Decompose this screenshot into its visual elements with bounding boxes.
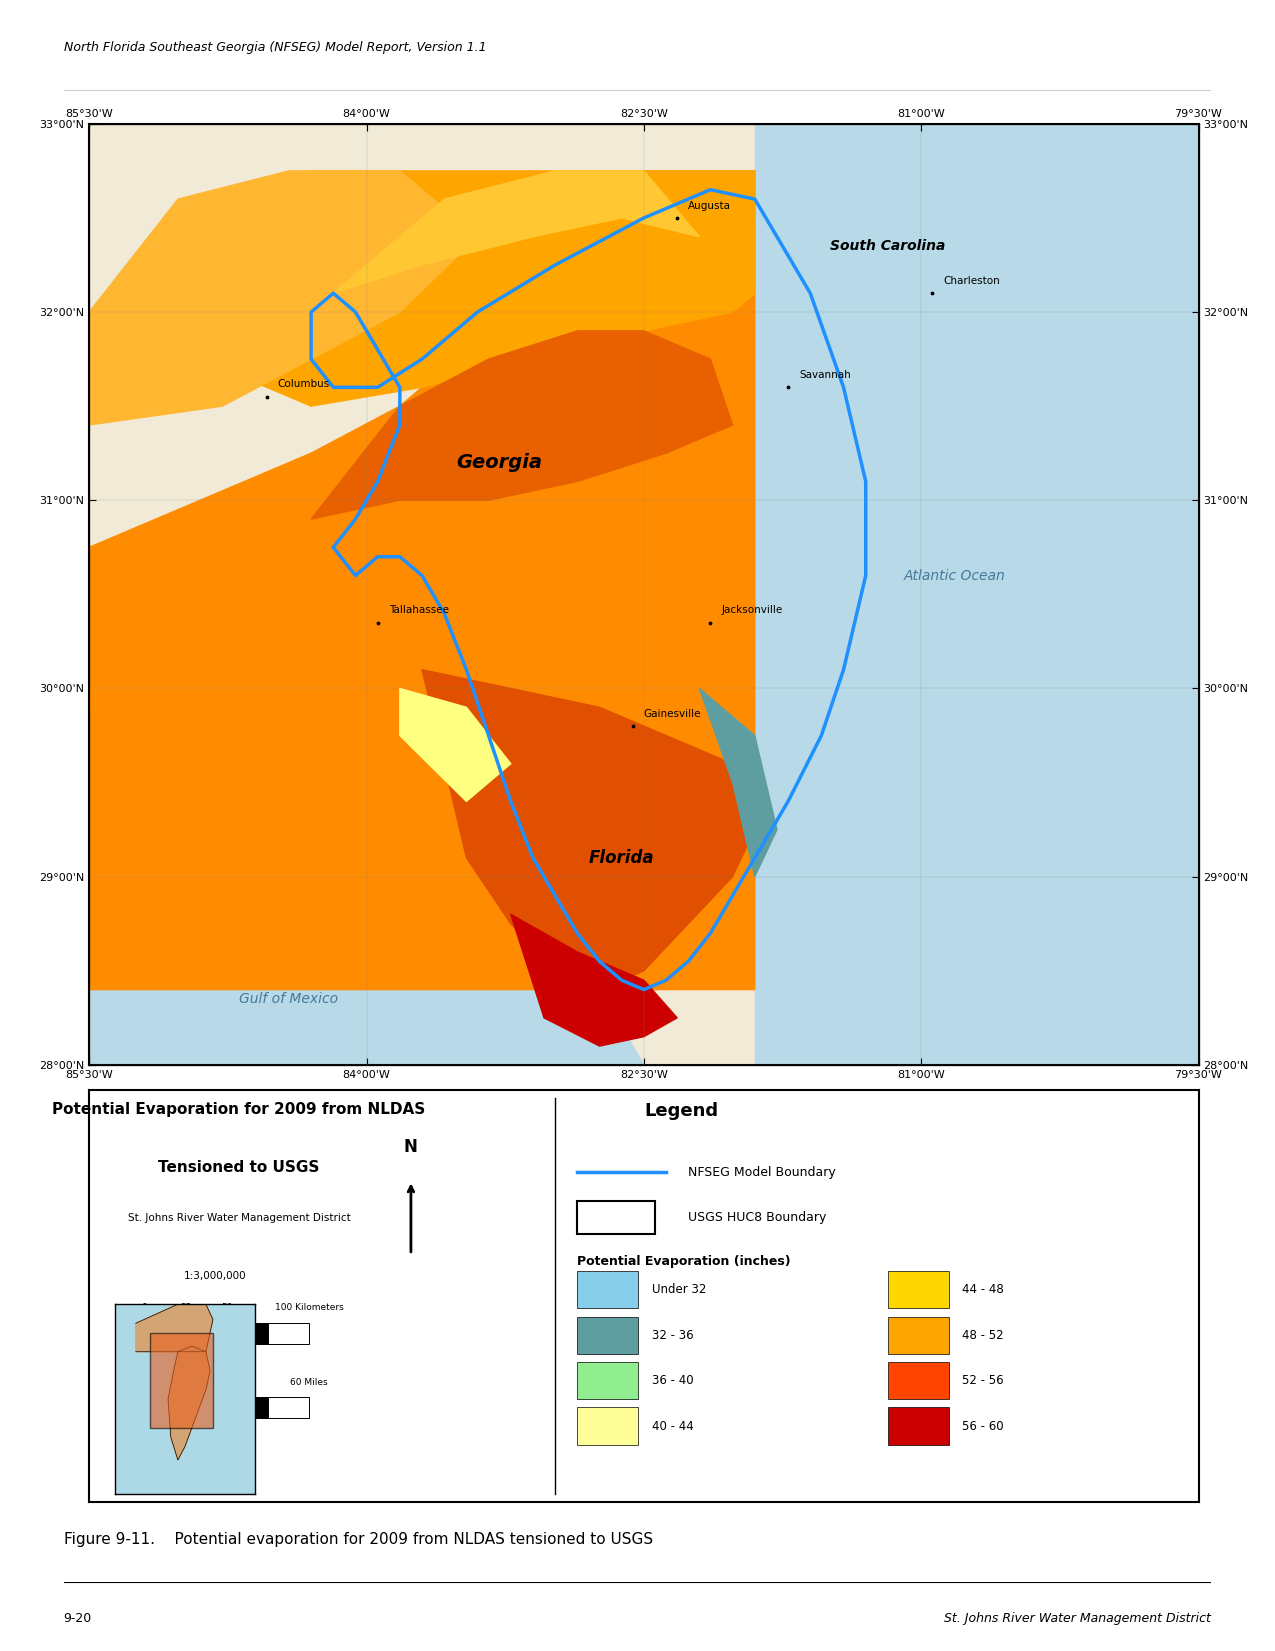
Bar	[578, 1202, 655, 1235]
Text: 100 Kilometers: 100 Kilometers	[274, 1304, 343, 1313]
Text: 9-20: 9-20	[64, 1611, 92, 1625]
Text: St. Johns River Water Management District: St. Johns River Water Management Distric…	[128, 1213, 351, 1223]
Bar	[268, 1322, 309, 1344]
Text: South Carolina: South Carolina	[830, 239, 946, 253]
Text: Florida: Florida	[589, 849, 654, 867]
Text: 25: 25	[180, 1304, 191, 1313]
Text: Gainesville: Gainesville	[644, 708, 701, 718]
Polygon shape	[333, 172, 700, 294]
Bar	[578, 1271, 639, 1309]
Polygon shape	[89, 925, 644, 1065]
Bar	[145, 1397, 186, 1418]
Bar	[145, 1322, 186, 1344]
Text: 0: 0	[142, 1304, 148, 1313]
Bar	[887, 1407, 949, 1445]
Polygon shape	[422, 670, 755, 989]
Text: Georgia: Georgia	[456, 452, 543, 472]
Bar	[227, 1397, 268, 1418]
Bar	[227, 1322, 268, 1344]
Text: 52 - 56: 52 - 56	[963, 1374, 1003, 1387]
Polygon shape	[400, 688, 511, 801]
Polygon shape	[89, 172, 755, 989]
Text: North Florida Southeast Georgia (NFSEG) Model Report, Version 1.1: North Florida Southeast Georgia (NFSEG) …	[64, 41, 486, 54]
Polygon shape	[89, 172, 477, 424]
Text: 40 - 44: 40 - 44	[652, 1420, 694, 1433]
Text: Potential Evaporation for 2009 from NLDAS: Potential Evaporation for 2009 from NLDA…	[52, 1103, 426, 1118]
Text: Atlantic Ocean: Atlantic Ocean	[904, 568, 1006, 583]
Bar	[186, 1397, 227, 1418]
Text: 50: 50	[221, 1304, 232, 1313]
Polygon shape	[311, 330, 733, 518]
Text: 36 - 40: 36 - 40	[652, 1374, 694, 1387]
Text: 15: 15	[180, 1379, 191, 1387]
Polygon shape	[700, 688, 776, 877]
Bar	[150, 1332, 213, 1428]
Bar	[887, 1362, 949, 1400]
Text: Legend: Legend	[644, 1103, 718, 1119]
Polygon shape	[511, 915, 677, 1047]
Bar	[268, 1397, 309, 1418]
Text: 48 - 52: 48 - 52	[963, 1329, 1003, 1342]
Text: Tensioned to USGS: Tensioned to USGS	[158, 1161, 320, 1176]
Text: 44 - 48: 44 - 48	[963, 1283, 1003, 1296]
Bar	[578, 1317, 639, 1354]
Polygon shape	[755, 124, 1198, 1065]
Text: Columbus: Columbus	[278, 380, 330, 390]
Text: Jacksonville: Jacksonville	[722, 606, 783, 616]
Text: USGS HUC8 Boundary: USGS HUC8 Boundary	[688, 1212, 826, 1223]
Text: St. Johns River Water Management District: St. Johns River Water Management Distric…	[945, 1611, 1211, 1625]
Bar	[578, 1407, 639, 1445]
Polygon shape	[89, 594, 422, 736]
Text: Tallahassee: Tallahassee	[389, 606, 449, 616]
Text: 1:3,000,000: 1:3,000,000	[184, 1271, 246, 1281]
Text: Figure 9-11.    Potential evaporation for 2009 from NLDAS tensioned to USGS: Figure 9-11. Potential evaporation for 2…	[64, 1532, 653, 1547]
Polygon shape	[135, 1304, 213, 1352]
Text: 30: 30	[221, 1379, 232, 1387]
Text: N: N	[404, 1138, 418, 1156]
Bar	[887, 1317, 949, 1354]
Text: Augusta: Augusta	[688, 200, 732, 211]
Bar	[578, 1362, 639, 1400]
Text: 0: 0	[142, 1379, 148, 1387]
Text: Gulf of Mexico: Gulf of Mexico	[240, 992, 338, 1005]
Bar	[186, 1322, 227, 1344]
Polygon shape	[168, 1346, 210, 1459]
Text: Under 32: Under 32	[652, 1283, 706, 1296]
Text: Savannah: Savannah	[799, 370, 850, 380]
Text: NFSEG Model Boundary: NFSEG Model Boundary	[688, 1166, 836, 1179]
Text: Charleston: Charleston	[944, 276, 1000, 286]
Text: 60 Miles: 60 Miles	[291, 1379, 328, 1387]
Text: 32 - 36: 32 - 36	[652, 1329, 694, 1342]
Bar	[887, 1271, 949, 1309]
Polygon shape	[200, 172, 755, 406]
Text: Potential Evaporation (inches): Potential Evaporation (inches)	[578, 1255, 790, 1268]
Text: 56 - 60: 56 - 60	[963, 1420, 1003, 1433]
